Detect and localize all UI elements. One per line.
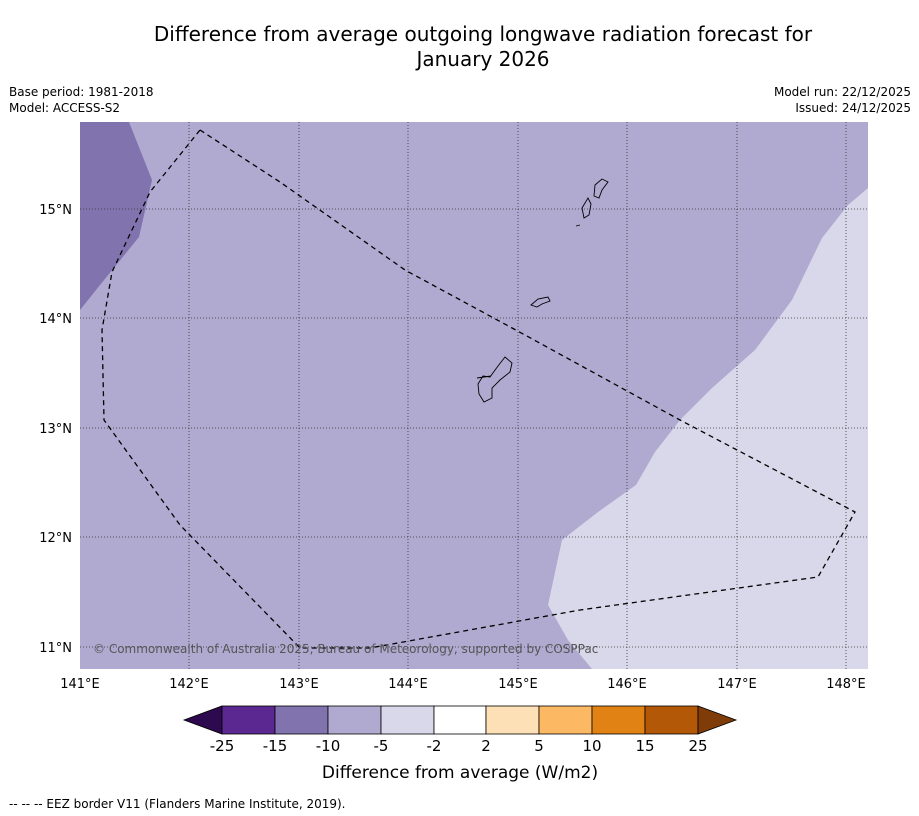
lon-label: 146°E [607,677,647,692]
colorbar-low-extend [182,705,223,735]
island-rota [530,296,551,308]
lon-label: 147°E [717,677,757,692]
colorbar-tick: 25 [688,737,707,755]
copyright-notice: © Commonwealth of Australia 2025, Bureau… [93,642,598,656]
lon-label: 143°E [279,677,319,692]
lat-label: 14°N [39,312,72,327]
colorbar: -25 -15 -10 -5 -2 2 5 10 15 25 Differenc… [182,705,738,783]
colorbar-swatch [644,705,699,735]
island-aguijan [575,224,581,227]
meta-left: Base period: 1981-2018 Model: ACCESS-S2 [9,84,154,116]
colorbar-swatch [485,705,540,735]
title-line-2: January 2026 [416,47,550,71]
lon-label: 148°E [826,677,866,692]
lon-label: 142°E [169,677,209,692]
model-run: Model run: 22/12/2025 [773,85,911,99]
anomaly-field-minus2-to-minus5 [548,188,868,669]
lon-label: 141°E [60,677,100,692]
colorbar-swatch [433,705,487,735]
model-name: Model: ACCESS-S2 [9,101,121,115]
colorbar-tick: -10 [316,737,341,755]
colorbar-tick: -25 [210,737,235,755]
colorbar-swatch [380,705,435,735]
chart-title: Difference from average outgoing longwav… [60,22,906,72]
colorbar-swatch [591,705,646,735]
colorbar-swatch [274,705,329,735]
island-tinian [581,197,592,219]
colorbar-swatch [327,705,382,735]
lon-label: 144°E [388,677,428,692]
title-line-1: Difference from average outgoing longwav… [153,22,813,46]
colorbar-tick: 5 [534,737,544,755]
map-panel: © Commonwealth of Australia 2025, Bureau… [80,122,868,669]
colorbar-swatch [538,705,593,735]
graticule [80,122,868,669]
lat-label: 13°N [39,422,72,437]
lat-label: 12°N [39,531,72,546]
lat-label: 11°N [39,641,72,656]
lat-label: 15°N [39,203,72,218]
colorbar-ticks: -25 -15 -10 -5 -2 2 5 10 15 25 [210,737,708,755]
latitude-labels: 15°N 14°N 13°N 12°N 11°N [39,203,72,656]
colorbar-swatch [221,705,276,735]
lon-label: 145°E [498,677,538,692]
colorbar-tick: 2 [481,737,491,755]
island-guam [477,356,513,403]
colorbar-tick: -5 [374,737,389,755]
islands [476,178,609,403]
colorbar-high-extend [697,705,738,735]
eez-border [101,129,856,649]
island-guam-peninsula [476,375,492,379]
colorbar-tick: 15 [635,737,654,755]
footer-note: -- -- -- EEZ border V11 (Flanders Marine… [9,797,346,811]
colorbar-tick: -15 [263,737,288,755]
island-saipan [593,178,609,199]
meta-right: Model run: 22/12/2025 Issued: 24/12/2025 [774,84,911,116]
longitude-labels: 141°E 142°E 143°E 144°E 145°E 146°E 147°… [60,677,866,692]
colorbar-tick: -2 [427,737,442,755]
colorbar-tick: 10 [582,737,601,755]
colorbar-label: Difference from average (W/m2) [322,763,598,783]
base-period: Base period: 1981-2018 [9,85,154,99]
anomaly-field-minus10-to-minus15 [80,122,152,310]
issued-date: Issued: 24/12/2025 [795,101,911,115]
